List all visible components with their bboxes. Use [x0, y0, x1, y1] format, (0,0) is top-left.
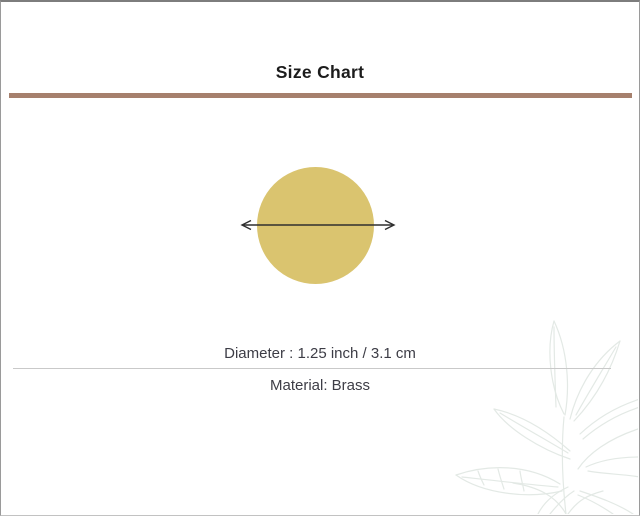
page-title: Size Chart — [275, 62, 365, 82]
material-label: Material: Brass — [269, 377, 371, 394]
divider-line — [13, 368, 611, 369]
leaf-decoration-icon — [455, 320, 638, 514]
diameter-arrow-icon — [240, 219, 396, 231]
diameter-label: Diameter : 1.25 inch / 3.1 cm — [224, 345, 416, 362]
accent-divider-bar — [9, 93, 632, 98]
